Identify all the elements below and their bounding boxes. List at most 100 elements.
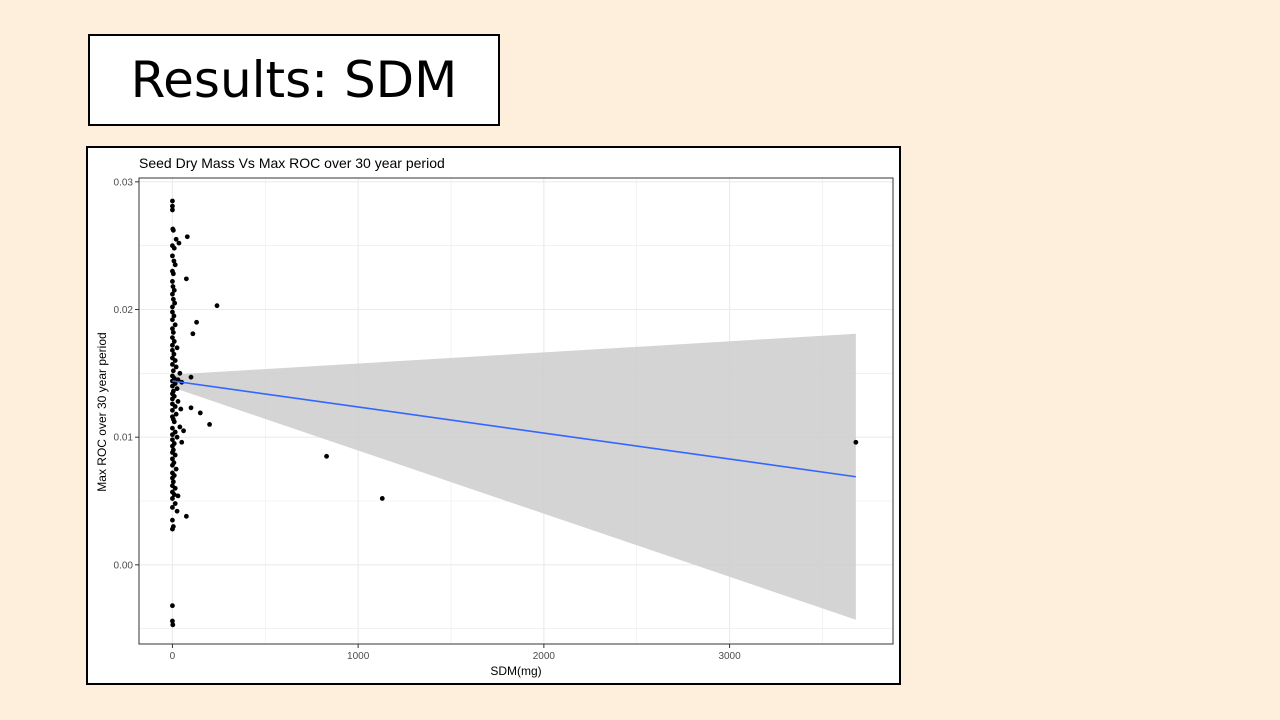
data-point [170, 326, 175, 332]
data-point [171, 245, 177, 251]
data-point [170, 227, 176, 233]
chart-title: Seed Dry Mass Vs Max ROC over 30 year pe… [139, 155, 445, 171]
data-point [170, 309, 175, 315]
data-point [170, 253, 175, 259]
data-point [171, 287, 177, 293]
data-point [170, 504, 175, 510]
data-point [183, 513, 189, 519]
data-point [170, 396, 175, 402]
data-point [170, 622, 176, 628]
chart-frame: Seed Dry Mass Vs Max ROC over 30 year pe… [86, 146, 901, 685]
data-point [170, 362, 175, 367]
data-point [184, 234, 190, 240]
data-point [174, 434, 180, 440]
data-point [170, 479, 176, 485]
data-point [183, 276, 189, 282]
data-point [170, 368, 176, 374]
x-tick-label: 0 [170, 651, 176, 662]
slide-title-box: Results: SDM [88, 34, 500, 126]
data-point [214, 303, 220, 309]
data-point [170, 456, 175, 462]
data-point [172, 300, 178, 306]
data-point [181, 428, 186, 434]
data-point [175, 493, 181, 499]
data-point [175, 399, 181, 404]
data-point [174, 345, 180, 351]
y-tick-label: 0.01 [114, 433, 134, 444]
scatter-chart: Seed Dry Mass Vs Max ROC over 30 year pe… [95, 155, 894, 678]
data-point [170, 342, 175, 348]
data-point [170, 432, 175, 438]
x-tick-label: 3000 [718, 651, 741, 662]
y-tick-label: 0.03 [114, 177, 134, 188]
data-point [174, 508, 180, 514]
data-point [178, 406, 184, 412]
regression-line [172, 380, 856, 478]
data-point [197, 410, 203, 416]
slide-title: Results: SDM [130, 51, 458, 109]
data-point [853, 439, 859, 445]
data-point [194, 319, 199, 325]
data-point [170, 443, 175, 449]
data-point [170, 207, 175, 213]
data-point [170, 618, 175, 624]
data-point [170, 279, 175, 284]
data-point [171, 492, 177, 498]
data-point [207, 422, 212, 427]
plot-panel: 0 1000 2000 3000 0.00 0.01 0.02 0.03 [114, 177, 894, 662]
data-point [177, 424, 183, 430]
data-point [170, 284, 176, 289]
data-point [172, 358, 178, 363]
data-point [170, 526, 175, 532]
data-point [170, 271, 176, 277]
data-point [170, 347, 175, 353]
data-point [170, 407, 175, 413]
y-axis-label: Max ROC over 30 year period [95, 332, 109, 491]
data-point [170, 517, 175, 523]
data-point [172, 452, 178, 458]
data-point [324, 453, 329, 459]
data-point [171, 339, 177, 344]
data-point [170, 383, 175, 389]
data-point [170, 496, 175, 501]
data-point [177, 370, 183, 376]
data-point [170, 335, 175, 340]
x-axis-label: SDM(mg) [490, 664, 541, 678]
data-point [172, 501, 178, 506]
data-point [172, 404, 178, 409]
data-point [170, 462, 175, 468]
data-point [173, 411, 179, 417]
data-point [170, 437, 175, 443]
data-point [172, 485, 178, 491]
data-point [188, 405, 194, 411]
x-tick-label: 1000 [347, 651, 370, 662]
data-point [190, 331, 196, 337]
data-point [170, 317, 175, 323]
data-point [171, 351, 177, 357]
data-point [170, 304, 175, 310]
data-point [174, 386, 180, 392]
data-point [173, 236, 179, 242]
data-point [172, 262, 178, 268]
data-point [176, 240, 182, 246]
data-point [170, 603, 175, 609]
data-point [170, 291, 175, 297]
data-point [179, 439, 185, 445]
y-tick-label: 0.00 [114, 560, 134, 571]
data-point [171, 258, 177, 264]
data-point [379, 496, 385, 501]
data-point [188, 374, 194, 380]
data-point [171, 419, 177, 425]
data-point [170, 475, 175, 481]
data-point [170, 330, 176, 335]
y-tick-label: 0.02 [114, 305, 134, 316]
plot-border [138, 177, 894, 645]
data-point [170, 198, 175, 204]
data-point [170, 425, 175, 431]
data-point [172, 322, 178, 328]
data-point [173, 364, 179, 370]
data-point [171, 313, 177, 319]
x-tick-label: 2000 [533, 651, 556, 662]
data-point [173, 466, 179, 472]
data-point [170, 203, 175, 209]
